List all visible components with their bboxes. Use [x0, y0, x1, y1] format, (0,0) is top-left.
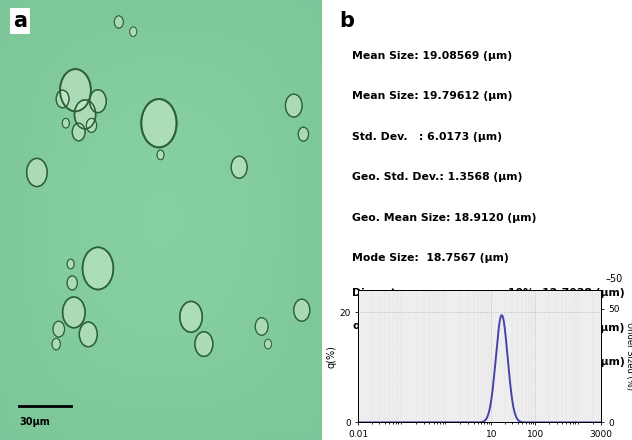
Text: 50%: 19.0857 (μm): 50%: 19.0857 (μm) — [507, 323, 624, 333]
Circle shape — [231, 156, 247, 178]
Circle shape — [195, 332, 213, 356]
Circle shape — [53, 321, 64, 337]
Circle shape — [63, 118, 70, 128]
Text: :: : — [495, 288, 500, 298]
Text: b: b — [340, 11, 355, 31]
Circle shape — [255, 318, 268, 335]
Text: Diameter: Diameter — [352, 288, 409, 298]
Circle shape — [157, 150, 164, 160]
Text: onCumulative%: onCumulative% — [352, 321, 442, 331]
Text: Geo. Mean Size: 18.9120 (μm): Geo. Mean Size: 18.9120 (μm) — [352, 213, 537, 223]
Circle shape — [56, 90, 69, 108]
Text: Mean Size: 19.08569 (μm): Mean Size: 19.08569 (μm) — [352, 51, 513, 61]
Circle shape — [79, 322, 97, 347]
Circle shape — [114, 16, 123, 28]
Y-axis label: q(%): q(%) — [327, 345, 337, 368]
Circle shape — [265, 339, 272, 349]
Circle shape — [294, 299, 310, 321]
Text: a: a — [13, 11, 27, 31]
Circle shape — [87, 118, 97, 132]
Text: –50: –50 — [605, 274, 623, 284]
Circle shape — [90, 90, 106, 113]
Circle shape — [67, 259, 74, 269]
Circle shape — [60, 69, 91, 111]
Text: 10%: 12.7038 (μm): 10%: 12.7038 (μm) — [507, 288, 624, 298]
Text: Std. Dev.   : 6.0173 (μm): Std. Dev. : 6.0173 (μm) — [352, 132, 502, 142]
Circle shape — [179, 301, 202, 332]
Circle shape — [27, 158, 47, 187]
Circle shape — [52, 338, 61, 350]
Text: 30μm: 30μm — [19, 417, 50, 427]
Text: 90%: 27.8625 (μm): 90%: 27.8625 (μm) — [507, 357, 624, 367]
Y-axis label: Under Sized (%): Under Sized (%) — [625, 323, 632, 390]
Circle shape — [298, 127, 308, 141]
Circle shape — [286, 94, 302, 117]
Circle shape — [67, 276, 77, 290]
Circle shape — [83, 247, 113, 290]
Circle shape — [72, 123, 85, 141]
Circle shape — [63, 297, 85, 328]
Text: Mode Size:  18.7567 (μm): Mode Size: 18.7567 (μm) — [352, 253, 509, 263]
Circle shape — [142, 99, 176, 147]
Text: Geo. Std. Dev.: 1.3568 (μm): Geo. Std. Dev.: 1.3568 (μm) — [352, 172, 523, 182]
Circle shape — [130, 27, 137, 37]
Text: Mean Size: 19.79612 (μm): Mean Size: 19.79612 (μm) — [352, 91, 513, 101]
Circle shape — [75, 100, 95, 129]
